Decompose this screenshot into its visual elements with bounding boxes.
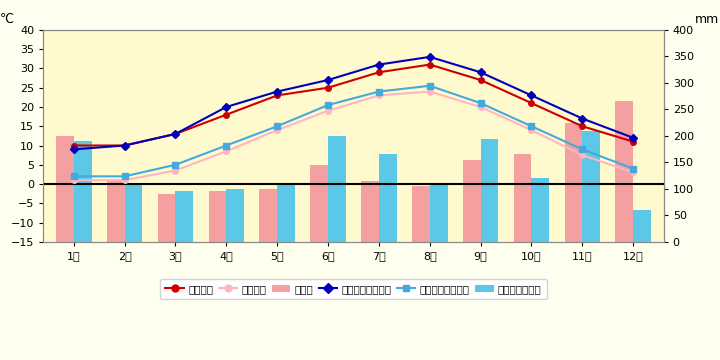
Bar [480,139,498,242]
Bar [513,154,531,242]
Bar [209,192,226,242]
Bar [582,131,600,242]
Bar [56,136,73,242]
Text: ℃: ℃ [0,13,14,26]
Text: mm: mm [695,13,719,26]
Bar [107,181,125,242]
Bar [463,160,480,242]
Bar [158,194,176,242]
Bar [430,184,448,242]
Bar [379,154,397,242]
Bar [176,192,193,242]
Bar [328,136,346,242]
Bar [412,186,430,242]
Bar [259,189,277,242]
Legend: 最高気温, 最低気温, 降水量, 最高気温（大阪）, 最低気温（大阪）, 降水量（大阪）: 最高気温, 最低気温, 降水量, 最高気温（大阪）, 最低気温（大阪）, 降水量… [161,279,546,299]
Bar [226,189,244,242]
Bar [277,184,295,242]
Bar [310,165,328,242]
Bar [361,181,379,242]
Bar [73,141,91,242]
Bar [633,210,651,242]
Bar [616,102,633,242]
Bar [564,123,582,242]
Bar [125,184,143,242]
Bar [531,178,549,242]
